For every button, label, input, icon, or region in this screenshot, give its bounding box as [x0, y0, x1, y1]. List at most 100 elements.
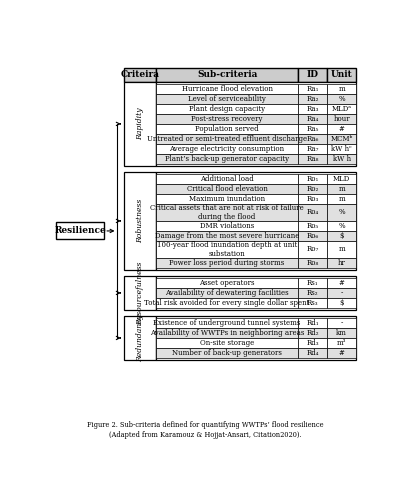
Bar [156, 134, 298, 144]
Text: Critical assets that are not at risk of failure
during the flood: Critical assets that are not at risk of … [150, 204, 304, 221]
Text: On-site storage: On-site storage [200, 339, 254, 347]
Bar [156, 184, 298, 194]
Text: MLDᵃ: MLDᵃ [332, 105, 352, 113]
Bar [298, 278, 328, 288]
Text: m: m [338, 85, 345, 93]
Bar [328, 288, 356, 298]
Bar [298, 231, 328, 241]
Text: Plant’s back-up generator capacity: Plant’s back-up generator capacity [165, 155, 289, 163]
Bar [156, 276, 356, 310]
Text: Ra₃: Ra₃ [306, 105, 319, 113]
Bar [298, 318, 328, 328]
Text: Figure 2. Sub-criteria defined for quantifying WWTPs’ flood resilience
(Adapted : Figure 2. Sub-criteria defined for quant… [87, 421, 323, 439]
Text: ID: ID [307, 70, 319, 79]
Text: kW h: kW h [333, 155, 351, 163]
Text: m: m [338, 185, 345, 193]
Bar [156, 174, 298, 184]
Text: Redundancy: Redundancy [136, 314, 144, 362]
Bar [124, 82, 156, 166]
Text: Number of back-up generators: Number of back-up generators [172, 349, 282, 357]
Bar [156, 298, 298, 308]
Bar [124, 276, 156, 310]
Bar [156, 84, 298, 94]
Bar [156, 338, 298, 348]
Text: m: m [338, 195, 345, 203]
Text: Ra₇: Ra₇ [306, 145, 319, 153]
Bar [156, 172, 356, 270]
Text: Total risk avoided for every single dollar spent: Total risk avoided for every single doll… [144, 299, 310, 307]
Text: Rs₂: Rs₂ [307, 289, 318, 297]
Bar [298, 194, 328, 204]
Bar [124, 316, 156, 360]
Text: Rd₄: Rd₄ [306, 349, 319, 357]
Bar [156, 231, 298, 241]
Text: 100-year flood inundation depth at unit
substation: 100-year flood inundation depth at unit … [157, 241, 297, 258]
Text: -: - [341, 319, 343, 327]
Text: Unit: Unit [331, 70, 353, 79]
Bar [298, 124, 328, 134]
Text: Sub-criteria: Sub-criteria [197, 70, 257, 79]
Text: Population served: Population served [195, 125, 259, 133]
Bar [298, 144, 328, 154]
Bar [156, 258, 298, 268]
Text: Ra₆: Ra₆ [306, 135, 319, 143]
Text: Average electricity consumption: Average electricity consumption [170, 145, 285, 153]
Text: Critical flood elevation: Critical flood elevation [187, 185, 268, 193]
Bar [156, 114, 298, 124]
Text: Ro₇: Ro₇ [307, 246, 319, 254]
Bar [156, 124, 298, 134]
Bar [298, 134, 328, 144]
Text: Rs₃: Rs₃ [307, 299, 318, 307]
Bar [298, 104, 328, 114]
Bar [298, 241, 328, 258]
Bar [298, 288, 328, 298]
Text: #: # [339, 279, 345, 287]
Bar [156, 288, 298, 298]
Bar [156, 104, 298, 114]
Text: DMR violations: DMR violations [200, 222, 254, 230]
Bar [298, 154, 328, 164]
Bar [298, 184, 328, 194]
Text: Power loss period during storms: Power loss period during storms [170, 259, 285, 267]
Bar [328, 221, 356, 231]
Text: m: m [338, 246, 345, 254]
Text: Criteira: Criteira [120, 70, 159, 79]
Text: Rd₃: Rd₃ [306, 339, 319, 347]
Bar [328, 204, 356, 221]
Text: %: % [338, 95, 345, 103]
Bar [156, 194, 298, 204]
Bar [328, 318, 356, 328]
Text: %: % [338, 208, 345, 216]
Bar [156, 278, 298, 288]
Bar [298, 94, 328, 104]
Bar [328, 144, 356, 154]
Bar [156, 348, 298, 358]
Text: Rd₂: Rd₂ [306, 329, 319, 337]
Bar [156, 316, 356, 360]
Bar [298, 204, 328, 221]
Text: Ra₁: Ra₁ [306, 85, 319, 93]
Bar [328, 134, 356, 144]
Text: Ro₈: Ro₈ [307, 259, 319, 267]
Text: Robustness: Robustness [136, 199, 144, 243]
Bar [56, 222, 104, 240]
Text: Maximum inundation: Maximum inundation [189, 195, 265, 203]
Text: Resilience: Resilience [54, 226, 106, 235]
Text: Level of serviceability: Level of serviceability [188, 95, 266, 103]
Text: Post-stress recovery: Post-stress recovery [191, 115, 263, 123]
Text: Asset operators: Asset operators [199, 279, 255, 287]
Text: Damage from the most severe hurricane: Damage from the most severe hurricane [155, 232, 299, 240]
Bar [328, 348, 356, 358]
Bar [124, 172, 156, 270]
Bar [328, 278, 356, 288]
Bar [328, 104, 356, 114]
Text: Hurricane flood elevation: Hurricane flood elevation [182, 85, 272, 93]
Bar [156, 94, 298, 104]
Bar [156, 221, 298, 231]
Bar [298, 348, 328, 358]
Text: Untreated or semi-treated effluent discharge: Untreated or semi-treated effluent disch… [147, 135, 307, 143]
Text: %: % [338, 222, 345, 230]
Text: Availability of WWTPs in neighboring areas: Availability of WWTPs in neighboring are… [150, 329, 304, 337]
Text: hour: hour [334, 115, 350, 123]
Bar [328, 184, 356, 194]
